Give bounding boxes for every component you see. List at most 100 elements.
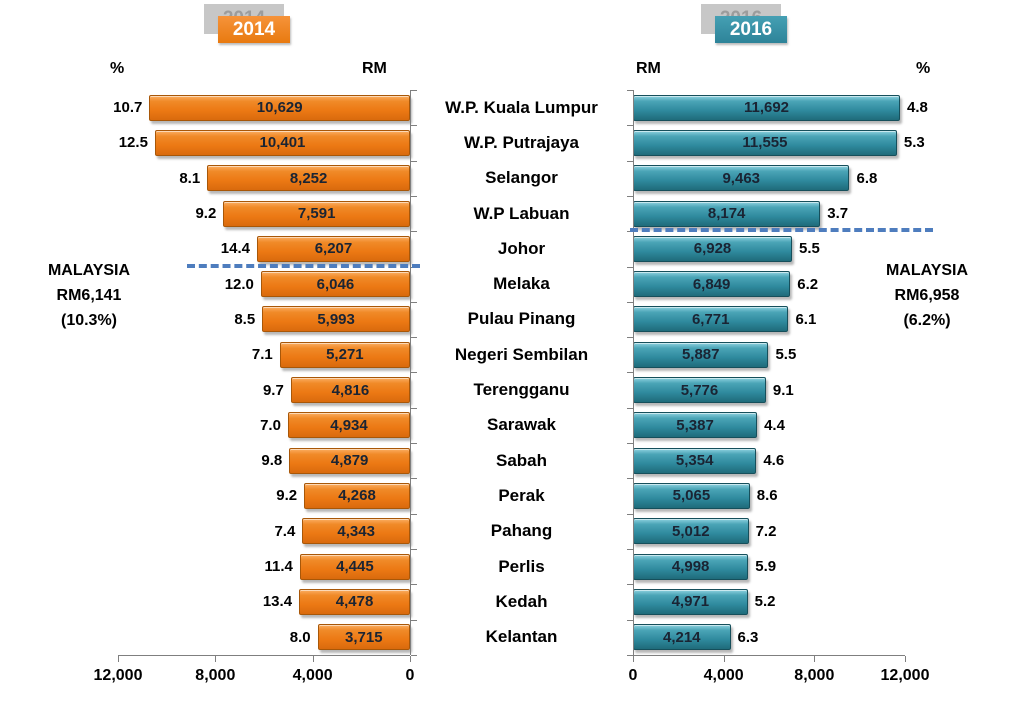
- growth-label-2014: 7.4: [274, 522, 296, 540]
- bar-2016: 9,463: [633, 165, 850, 192]
- malaysia-annotation-2016: MALAYSIA RM6,958 (6.2%): [862, 258, 992, 333]
- bar-2016: 11,555: [633, 129, 897, 156]
- axis-tick: [627, 195, 633, 197]
- row-left-panel: 12.0 6,046: [40, 266, 410, 301]
- growth-label-2016: 7.2: [755, 522, 777, 540]
- value-label-2014: 4,816: [331, 381, 370, 399]
- value-label-2014: 6,046: [316, 275, 355, 293]
- growth-label-2014: 7.1: [251, 346, 273, 364]
- axis-tick: [411, 231, 417, 233]
- growth-label-2016: 5.2: [754, 593, 776, 611]
- malaysia-annotation-line: MALAYSIA: [885, 262, 969, 279]
- axis-tick-label: 4,000: [292, 667, 333, 684]
- bar-2014: 6,207: [256, 235, 410, 262]
- chart-row: 8.0 3,715 Kelantan 4,214 6.3: [40, 619, 1015, 654]
- row-right-panel: 5,065 8.6: [633, 478, 1015, 513]
- chart-row: 11.4 4,445 Perlis 4,998 5.9: [40, 549, 1015, 584]
- value-label-2014: 10,629: [256, 99, 303, 117]
- value-label-2016: 4,998: [671, 558, 710, 575]
- row-right-panel: 5,887 5.5: [633, 337, 1015, 372]
- row-left-panel: 8.0 3,715: [40, 619, 410, 654]
- category-label: Melaka: [493, 274, 550, 294]
- growth-label-2014: 9.7: [262, 381, 284, 399]
- axis-tick: [411, 372, 417, 374]
- category-label: Negeri Sembilan: [454, 344, 589, 364]
- chart-rows: 10.7 10,629 W.P. Kuala Lumpur 11,692 4.8 12.5…: [40, 90, 1015, 655]
- row-category-panel: Sarawak: [410, 408, 633, 443]
- value-label-2014: 4,445: [336, 558, 374, 575]
- growth-label-2014: 9.2: [276, 487, 298, 505]
- row-category-panel: Sabah: [410, 443, 633, 478]
- value-label-2014: 7,591: [297, 205, 336, 223]
- axis-tick-label: 4,000: [703, 667, 744, 684]
- value-label-2016: 5,065: [672, 487, 711, 505]
- axis-tick: [411, 513, 417, 515]
- row-category-panel: Kedah: [410, 584, 633, 619]
- axis-tick: [411, 195, 417, 197]
- row-left-panel: 10.7 10,629: [40, 90, 410, 125]
- axis-tick: [723, 656, 725, 662]
- axis-tick: [627, 443, 633, 444]
- legend-2014-label: 2014: [232, 18, 276, 40]
- growth-label-2016: 5.5: [799, 240, 820, 258]
- axis-tick: [627, 266, 633, 268]
- growth-label-2014: 13.4: [262, 593, 293, 611]
- row-left-panel: 7.0 4,934: [40, 408, 410, 443]
- row-category-panel: Perlis: [410, 549, 633, 584]
- category-label: Johor: [497, 238, 546, 258]
- value-label-2016: 5,776: [680, 381, 719, 399]
- axis-tick-label: 12,000: [93, 667, 143, 684]
- bar-2014: 5,993: [262, 306, 410, 333]
- bar-2014: 7,591: [223, 200, 410, 227]
- value-label-2014: 5,271: [326, 346, 364, 364]
- malaysia-reference-line-2014: [187, 263, 420, 268]
- growth-label-2014: 8.0: [289, 628, 311, 646]
- chart-row: 7.0 4,934 Sarawak 5,387 4.4: [40, 408, 1015, 443]
- legend-2014: 2014: [218, 16, 290, 43]
- row-category-panel: Negeri Sembilan: [410, 337, 633, 372]
- bar-2016: 6,849: [633, 271, 791, 298]
- row-right-panel: 5,012 7.2: [633, 514, 1015, 549]
- growth-label-2016: 5.3: [903, 134, 925, 152]
- value-axis-2014: 12,000 8,000 4,000 0: [94, 655, 414, 684]
- value-label-2016: 6,849: [692, 275, 731, 293]
- chart-row: 9.2 7,591 W.P Labuan 8,174 3.7: [40, 196, 1015, 231]
- value-label-2016: 6,928: [693, 240, 732, 258]
- value-label-2014: 5,993: [317, 310, 355, 328]
- row-left-panel: 11.4 4,445: [40, 549, 410, 584]
- row-right-panel: 11,555 5.3: [633, 125, 1015, 160]
- row-left-panel: 9.8 4,879: [40, 443, 410, 478]
- growth-label-2016: 5.9: [755, 558, 777, 575]
- category-label: Perlis: [498, 556, 545, 576]
- growth-label-2014: 10.7: [113, 99, 143, 117]
- axis-tick: [633, 656, 634, 662]
- row-right-panel: 5,387 4.4: [633, 408, 1015, 443]
- growth-label-2016: 6.3: [737, 628, 759, 646]
- axis-tick: [814, 656, 816, 662]
- chart-row: 7.4 4,343 Pahang 5,012 7.2: [40, 514, 1015, 549]
- row-left-panel: 7.4 4,343: [40, 514, 410, 549]
- axis-tick: [627, 90, 633, 91]
- value-label-2016: 4,971: [671, 593, 710, 611]
- category-label: Sabah: [495, 450, 548, 470]
- axis-tick: [905, 656, 906, 662]
- axis-tick: [627, 513, 633, 515]
- value-label-2014: 6,207: [314, 240, 353, 258]
- axis-tick: [627, 407, 633, 409]
- bar-2016: 5,387: [633, 412, 758, 439]
- axis-tick: [411, 90, 417, 91]
- row-right-panel: 4,971 5.2: [633, 584, 1015, 619]
- unit-header-percent-2014: %: [110, 60, 125, 77]
- category-label: Kedah: [495, 591, 548, 611]
- axis-tick: [627, 619, 633, 621]
- category-label: Sarawak: [487, 415, 556, 435]
- axis-tick: [411, 443, 417, 444]
- axis-tick: [411, 407, 417, 409]
- row-right-panel: 5,776 9.1: [633, 372, 1015, 407]
- growth-label-2014: 12.0: [224, 275, 254, 293]
- bar-2016: 5,887: [633, 341, 769, 368]
- category-label: W.P. Kuala Lumpur: [445, 97, 598, 117]
- category-label: Pahang: [490, 521, 553, 541]
- row-left-panel: 8.1 8,252: [40, 161, 410, 196]
- axis-tick: [627, 372, 633, 374]
